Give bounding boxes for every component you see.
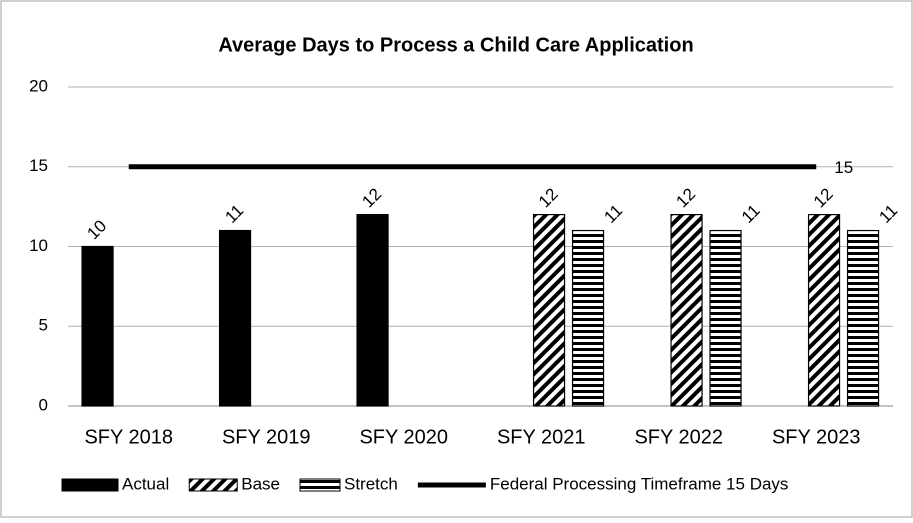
x-tick-label: SFY 2023	[772, 426, 861, 448]
x-tick-label: SFY 2021	[497, 426, 586, 448]
x-tick-label: SFY 2020	[359, 426, 448, 448]
legend-swatch	[188, 478, 238, 492]
bar	[807, 214, 841, 407]
y-tick-label: 20	[29, 76, 48, 95]
legend-swatch	[299, 478, 341, 492]
bar	[709, 229, 742, 407]
bar	[571, 229, 605, 407]
legend-label: Stretch	[344, 474, 398, 493]
x-tick-label: SFY 2018	[84, 426, 173, 448]
bar	[846, 229, 880, 407]
y-tick-label: 10	[29, 236, 48, 255]
y-tick-label: 15	[29, 156, 48, 175]
x-tick-label: SFY 2022	[634, 426, 723, 448]
legend-label: Actual	[122, 474, 169, 493]
chart-title: Average Days to Process a Child Care App…	[218, 34, 693, 56]
bar	[670, 214, 703, 407]
bar	[532, 214, 566, 407]
y-tick-label: 0	[39, 395, 48, 414]
bar	[218, 229, 252, 407]
data-label: 15	[834, 158, 853, 177]
bar	[356, 214, 389, 407]
bar	[81, 245, 114, 407]
legend-label: Federal Processing Timeframe 15 Days	[490, 474, 789, 493]
legend-swatch	[61, 478, 119, 492]
y-tick-label: 5	[39, 316, 48, 335]
x-tick-label: SFY 2019	[222, 426, 311, 448]
legend-label: Base	[241, 474, 280, 493]
